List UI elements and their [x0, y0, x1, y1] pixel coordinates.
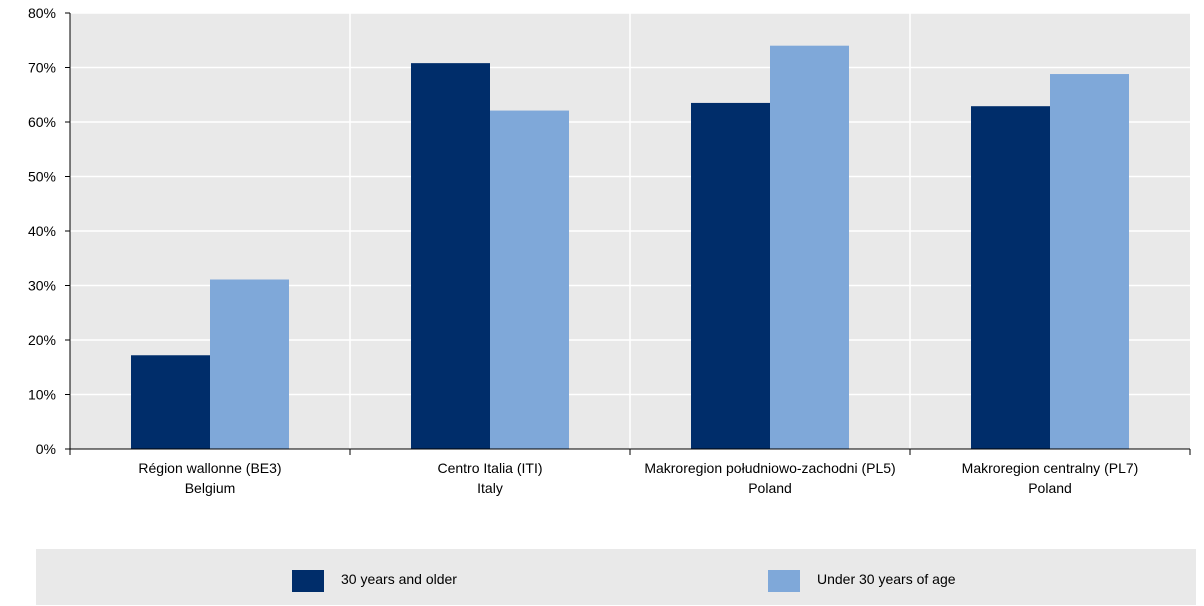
legend-label: 30 years and older: [341, 571, 457, 587]
bar-older: [971, 106, 1050, 449]
y-tick-label: 70%: [28, 60, 56, 76]
legend-background: [36, 549, 1196, 605]
category-label: Makroregion centralny (PL7) Poland: [962, 460, 1139, 496]
y-tick-label: 20%: [28, 332, 56, 348]
bar-older: [131, 355, 210, 449]
bar-older: [411, 63, 490, 449]
legend-swatch-under30: [768, 570, 800, 592]
category-label: Région wallonne (BE3) Belgium: [138, 460, 281, 496]
legend: 30 years and older Under 30 years of age: [36, 549, 1196, 605]
y-tick-label: 30%: [28, 278, 56, 294]
legend-label: Under 30 years of age: [817, 571, 956, 587]
category-labels: Région wallonne (BE3) Belgium Centro Itali…: [138, 460, 1138, 496]
y-tick-label: 0%: [36, 441, 56, 457]
y-tick-labels: 0% 10% 20% 30% 40% 50% 60% 70% 80%: [28, 5, 56, 457]
y-tick-label: 50%: [28, 169, 56, 185]
category-label: Makroregion południowo-zachodni (PL5) Pol…: [644, 460, 895, 496]
bar-under30: [210, 279, 289, 449]
bar-under30: [1050, 74, 1129, 449]
y-tick-label: 60%: [28, 114, 56, 130]
y-tick-label: 40%: [28, 223, 56, 239]
bar-older: [691, 102, 770, 450]
axes: [65, 12, 1191, 455]
bars: [131, 45, 1129, 450]
bar-under30: [770, 45, 849, 449]
category-separators: [349, 13, 911, 449]
y-tick-label: 10%: [28, 387, 56, 403]
y-tick-label: 80%: [28, 5, 56, 21]
category-label: Centro Italia (ITI) Italy: [437, 460, 542, 496]
legend-swatch-older: [292, 570, 324, 592]
bar-under30: [490, 110, 569, 450]
